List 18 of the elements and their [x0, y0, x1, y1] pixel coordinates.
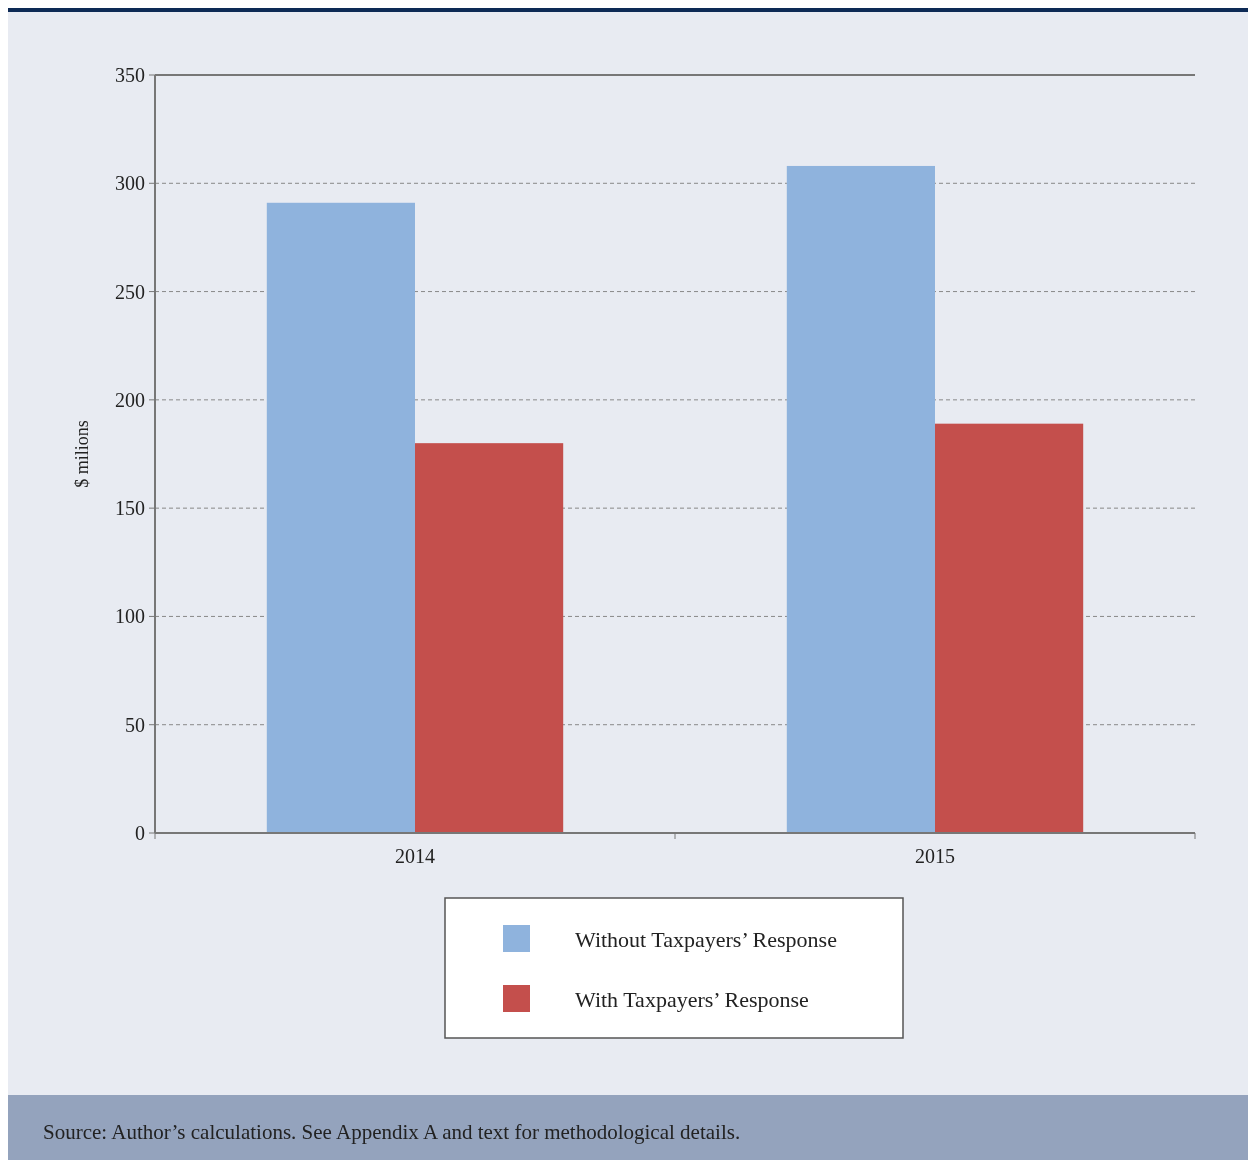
x-tick-label: 2015 — [915, 845, 955, 867]
y-tick-label: 150 — [115, 497, 145, 520]
x-tick-label: 2014 — [395, 845, 435, 867]
bar — [935, 423, 1084, 833]
y-axis-title: $ milions — [72, 420, 92, 488]
y-tick-label: 350 — [115, 64, 145, 86]
y-tick-label: 50 — [125, 713, 145, 736]
y-tick-label: 300 — [115, 172, 145, 195]
bar — [415, 443, 564, 833]
source-note: Source: Author’s calculations. See Appendix A and text for methodological details. — [43, 1120, 741, 1145]
y-tick-label: 100 — [115, 605, 145, 628]
bar — [786, 165, 935, 833]
y-tick-label: 200 — [115, 388, 145, 411]
legend-label: Without Taxpayers’ Response — [575, 926, 837, 952]
y-tick-label: 0 — [135, 822, 145, 844]
legend-label: With Taxpayers’ Response — [575, 986, 809, 1012]
y-tick-label: 250 — [115, 280, 145, 303]
bar — [266, 202, 415, 833]
